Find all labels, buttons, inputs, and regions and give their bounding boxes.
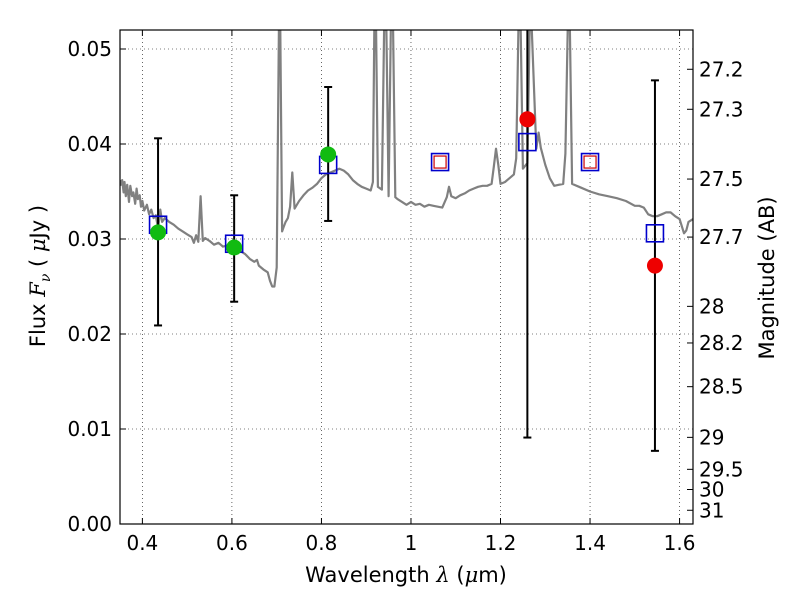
mag-tick-label: 28: [699, 294, 724, 318]
mag-tick-label: 28.5: [699, 375, 744, 399]
x-tick-label: 1.6: [664, 531, 696, 555]
y-tick-label: 0.04: [67, 132, 112, 156]
ticks: 0.4 0.6 0.8 1 1.2 1.4 1.6 0.00 0.01 0.02 0.03 0.04 0…: [67, 30, 744, 555]
x-tick-label: 0.6: [216, 531, 248, 555]
observed-flux-point: [150, 224, 167, 241]
limit-square-marker: [583, 155, 597, 169]
mag-tick-label: 27.7: [699, 225, 744, 249]
mag-tick-label: 30: [699, 478, 724, 502]
x-tick-label: 1: [405, 531, 418, 555]
plot-area: [120, 30, 693, 452]
y-tick-label: 0.01: [67, 417, 112, 441]
x-tick-label: 1.2: [485, 531, 517, 555]
x-tick-label: 0.8: [306, 531, 338, 555]
y-axis-label: Flux Fν ( μJy ): [26, 205, 54, 347]
mag-tick-label: 27.2: [699, 57, 744, 81]
y-tick-label: 0.05: [67, 37, 112, 61]
y-tick-label: 0.02: [67, 322, 112, 346]
observed-flux-point: [320, 146, 337, 163]
mag-tick-label: 29.5: [699, 457, 744, 481]
mag-tick-label: 27.3: [699, 97, 744, 121]
model-square-marker: [645, 224, 665, 243]
y-tick-label: 0.00: [67, 512, 112, 536]
observed-flux-point: [519, 111, 536, 128]
plot-frame: [119, 29, 694, 525]
mag-tick-label: 29: [699, 425, 724, 449]
y2-axis-label: Magnitude (AB): [755, 196, 779, 359]
x-axis-label: Wavelength λ (μm): [305, 563, 507, 587]
grid: [120, 30, 693, 525]
model-square-marker: [580, 152, 600, 172]
plot-content: [120, 30, 693, 452]
limit-square-marker: [433, 155, 447, 169]
observed-flux-point: [226, 239, 243, 256]
x-tick-label: 0.4: [126, 531, 158, 555]
mag-tick-label: 28.2: [699, 331, 744, 355]
model-square-marker: [518, 132, 537, 152]
x-tick-label: 1.4: [574, 531, 606, 555]
observed-flux-point: [646, 257, 663, 274]
y-tick-label: 0.03: [67, 227, 112, 251]
mag-tick-label: 31: [699, 498, 724, 522]
spectrum-line: [120, 30, 693, 288]
mag-tick-label: 27.5: [699, 167, 744, 191]
model-square-marker: [430, 152, 450, 172]
